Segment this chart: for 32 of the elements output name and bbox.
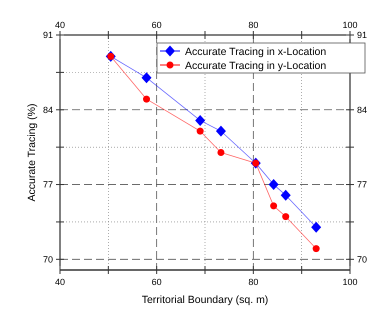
x-tick-label: 40: [54, 20, 66, 30]
y2-tick-label: 91: [357, 30, 368, 40]
point: [312, 245, 320, 252]
point: [216, 126, 226, 137]
legend-label: Accurate Tracing in y-Location: [185, 60, 326, 72]
y-axis-title: Accurate Tracing (%): [26, 103, 38, 202]
legend-label: Accurate Tracing in x-Location: [185, 46, 326, 58]
x-tick-label: 100: [342, 20, 358, 30]
x2-tick-label: 60: [152, 277, 162, 287]
point: [270, 202, 278, 210]
x2-tick-label: 80: [248, 277, 258, 287]
point: [142, 72, 152, 84]
y2-tick-label: 77: [357, 180, 368, 190]
point: [195, 114, 206, 126]
point: [143, 96, 150, 103]
point: [196, 128, 204, 135]
point: [282, 213, 290, 220]
point: [280, 190, 291, 201]
y-tick-label: 84: [42, 104, 53, 115]
x-axis-title: Territorial Boundary (sq. m): [142, 294, 268, 306]
y-tick-label: 70: [42, 254, 53, 264]
point: [217, 149, 224, 156]
point: [268, 179, 279, 190]
x-tick-label: 60: [152, 20, 162, 30]
x-tick-label: 80: [248, 20, 258, 30]
point: [311, 222, 322, 233]
y2-tick-label: 70: [357, 254, 368, 264]
x2-tick-label: 40: [54, 277, 66, 287]
x2-tick-label: 100: [342, 277, 358, 287]
y2-tick-label: 84: [357, 104, 368, 115]
y-tick-label: 77: [42, 180, 53, 190]
y-tick-label: 91: [42, 30, 53, 40]
